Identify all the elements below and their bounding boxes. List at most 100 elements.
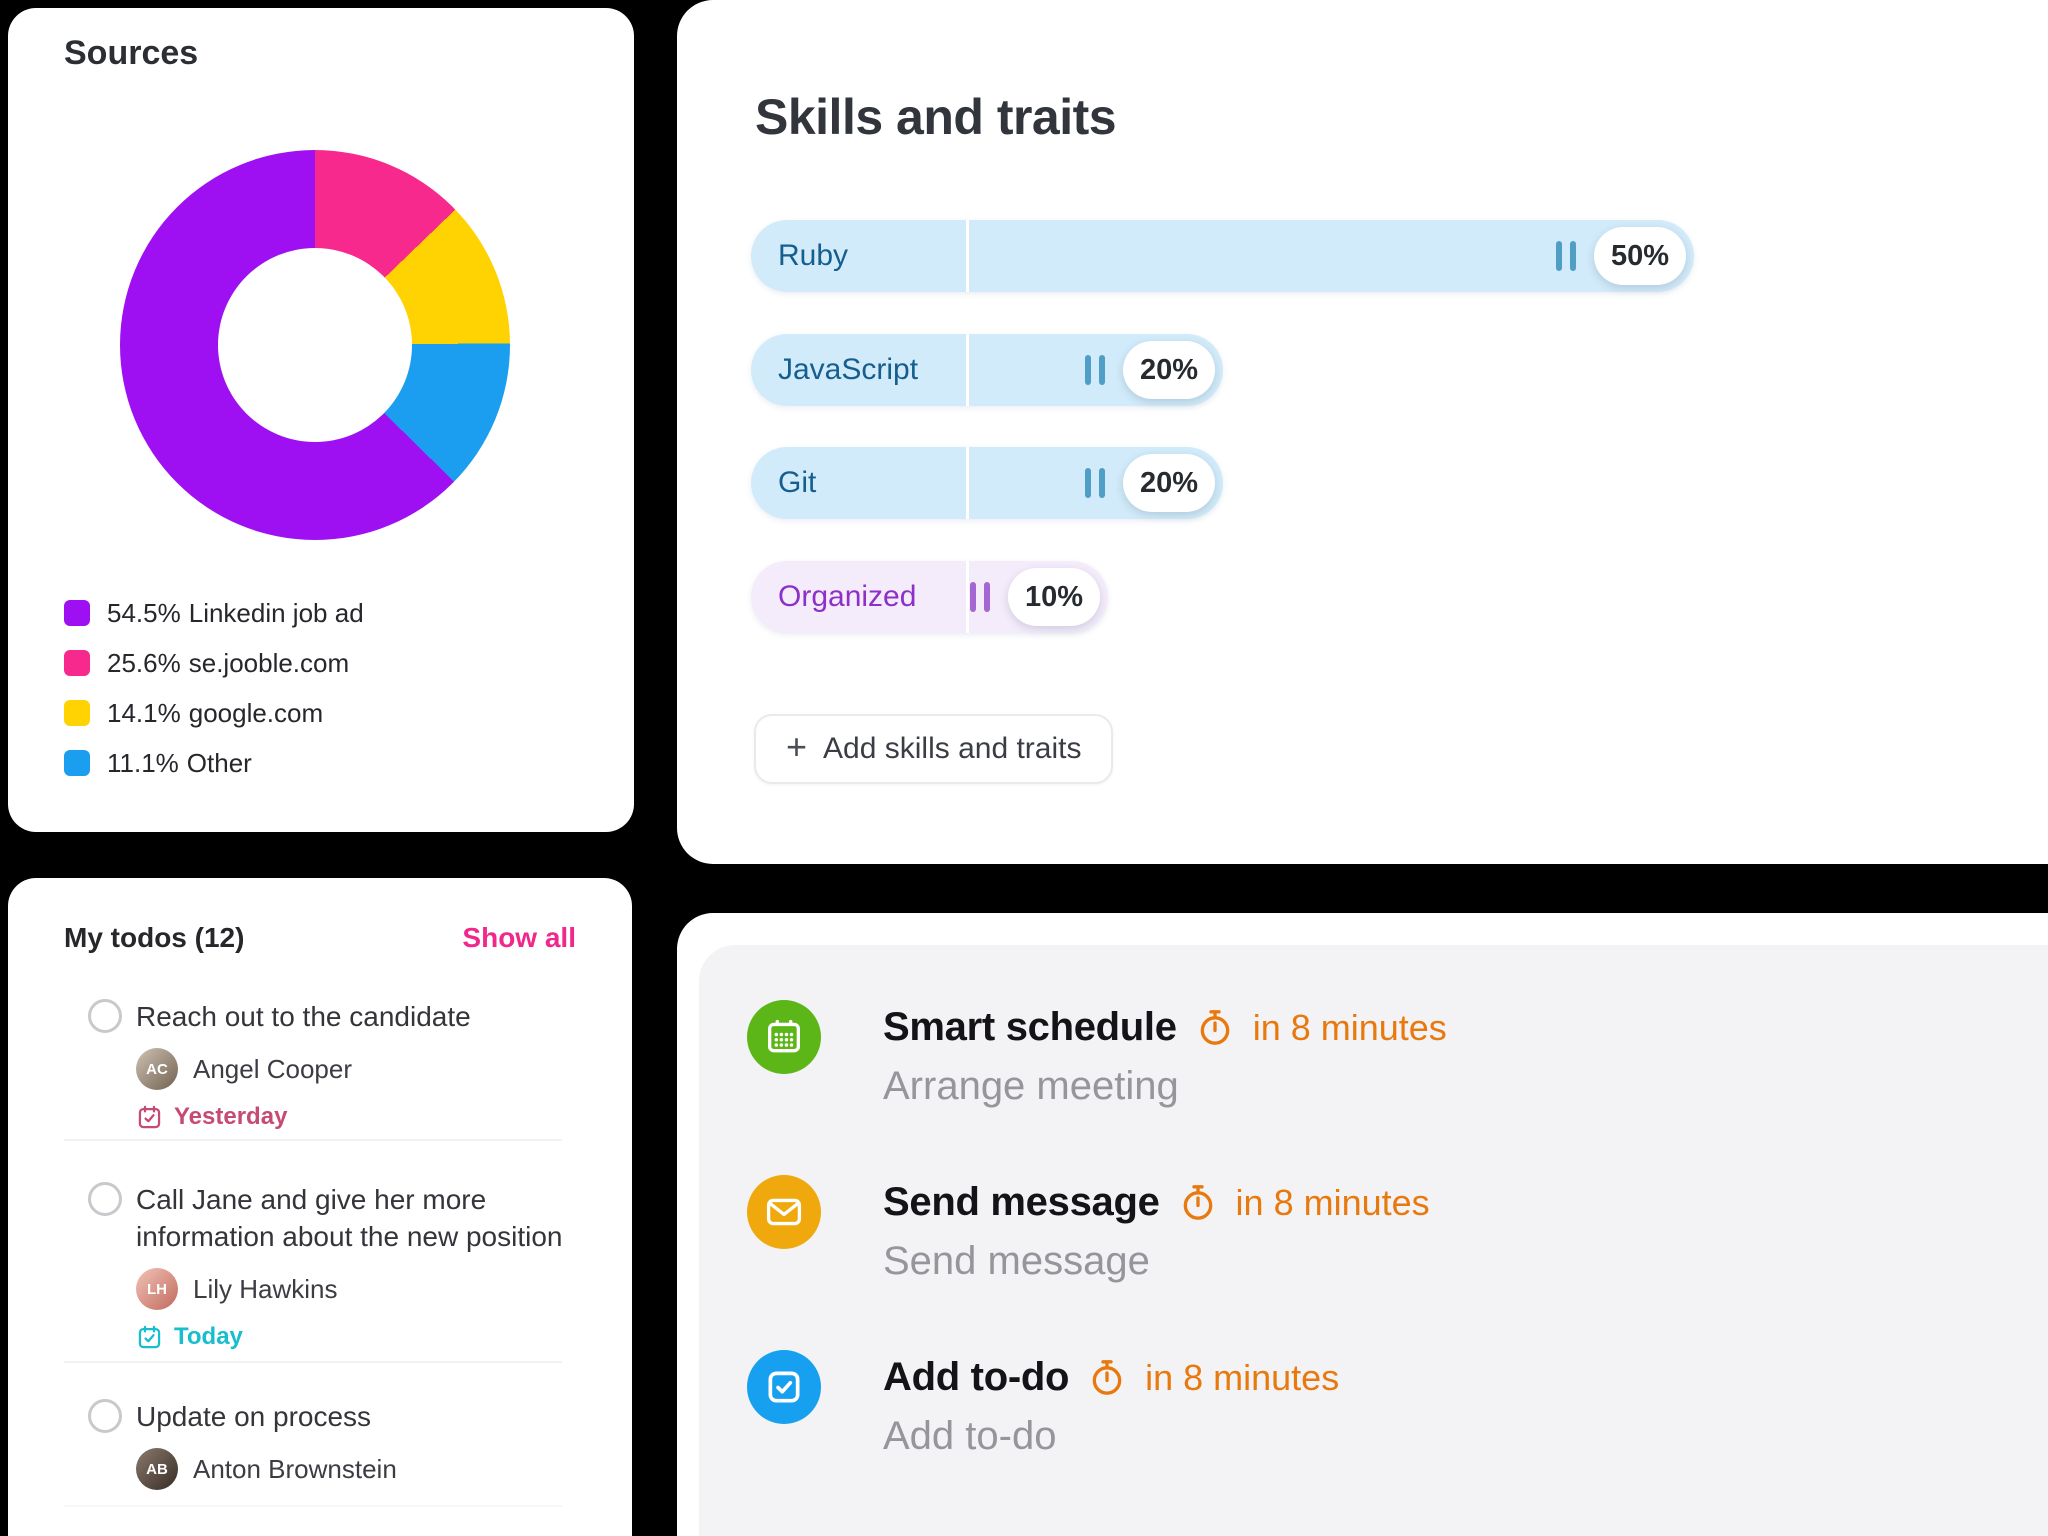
todo-assignee: AC Angel Cooper bbox=[136, 1048, 610, 1090]
skill-row-organized[interactable]: Organized 10% bbox=[751, 561, 1108, 633]
sources-card: Sources 54.5% Linkedin job ad 25.6% se.joo… bbox=[8, 8, 634, 832]
divider bbox=[64, 1139, 562, 1141]
drag-handle-icon[interactable] bbox=[1085, 355, 1105, 385]
todo-checkbox[interactable] bbox=[88, 1399, 122, 1433]
notification-time: in 8 minutes bbox=[1145, 1356, 1340, 1398]
notification-subtitle: Arrange meeting bbox=[883, 1064, 1179, 1108]
avatar: AC bbox=[136, 1048, 178, 1090]
notification-send-message[interactable]: Send message in 8 minutes Send message bbox=[747, 1175, 1430, 1284]
donut-hole bbox=[218, 248, 412, 442]
legend-label: google.com bbox=[188, 697, 324, 728]
skill-divider bbox=[966, 334, 969, 406]
legend-item-other: 11.1% Other bbox=[64, 747, 364, 778]
person-name: Lily Hawkins bbox=[193, 1273, 338, 1304]
legend-pct: 11.1% bbox=[107, 747, 179, 778]
divider bbox=[64, 1361, 562, 1363]
skill-row-git[interactable]: Git 20% bbox=[751, 447, 1223, 519]
drag-handle-icon[interactable] bbox=[970, 582, 990, 612]
todo-checkbox[interactable] bbox=[88, 1182, 122, 1216]
skill-divider bbox=[966, 561, 969, 633]
checkbox-icon bbox=[747, 1350, 821, 1424]
person-name: Angel Cooper bbox=[193, 1053, 352, 1084]
skill-row-ruby[interactable]: Ruby 50% bbox=[751, 220, 1694, 292]
drag-handle-icon[interactable] bbox=[1556, 241, 1576, 271]
skill-percent-badge: 20% bbox=[1122, 341, 1215, 399]
todos-title: My todos (12) bbox=[64, 922, 245, 953]
skills-card-title: Skills and traits bbox=[755, 89, 1117, 145]
skill-divider bbox=[966, 220, 969, 292]
skill-label: Organized bbox=[778, 580, 917, 613]
calendar-check-icon bbox=[138, 1105, 161, 1128]
legend-swatch-blue bbox=[64, 750, 90, 776]
calendar-icon bbox=[747, 1000, 821, 1074]
legend-pct: 14.1% bbox=[107, 697, 181, 728]
notification-time: in 8 minutes bbox=[1252, 1006, 1447, 1048]
todo-text: Call Jane and give her more information … bbox=[136, 1184, 563, 1252]
skill-label: Git bbox=[778, 466, 817, 499]
skill-bar: 10% bbox=[966, 561, 1108, 633]
todos-card: My todos (12) Show all Reach out to the … bbox=[8, 878, 632, 1536]
calendar-check-icon bbox=[138, 1325, 161, 1348]
skill-percent-badge: 50% bbox=[1593, 227, 1686, 285]
skill-percent-badge: 20% bbox=[1122, 454, 1215, 512]
skill-label: JavaScript bbox=[778, 353, 919, 386]
avatar: AB bbox=[136, 1448, 178, 1490]
legend-swatch-yellow bbox=[64, 700, 90, 726]
notification-subtitle: Send message bbox=[883, 1239, 1150, 1283]
todo-assignee: LH Lily Hawkins bbox=[136, 1268, 610, 1310]
stopwatch-icon bbox=[1200, 1009, 1230, 1045]
notification-title: Add to-do bbox=[883, 1355, 1070, 1399]
legend-label: se.jooble.com bbox=[188, 647, 350, 678]
todo-item-reach-out[interactable]: Reach out to the candidate AC Angel Coop… bbox=[88, 998, 610, 1131]
skill-bar: 20% bbox=[966, 334, 1223, 406]
due-label: Today bbox=[174, 1323, 243, 1350]
legend-pct: 25.6% bbox=[107, 647, 181, 678]
legend-item-google: 14.1% google.com bbox=[64, 697, 364, 728]
legend-item-linkedin: 54.5% Linkedin job ad bbox=[64, 597, 364, 628]
add-skills-button-label: Add skills and traits bbox=[823, 732, 1082, 765]
todo-text: Update on process bbox=[136, 1401, 372, 1432]
notifications-panel-inner: Smart schedule in 8 minutes Arrange meet… bbox=[699, 945, 2048, 1536]
notification-title: Smart schedule bbox=[883, 1005, 1177, 1049]
notification-subtitle: Add to-do bbox=[883, 1414, 1057, 1458]
person-name: Anton Brownstein bbox=[193, 1453, 397, 1484]
skill-divider bbox=[966, 447, 969, 519]
notifications-panel: Smart schedule in 8 minutes Arrange meet… bbox=[677, 913, 2048, 1536]
sources-legend: 54.5% Linkedin job ad 25.6% se.jooble.com … bbox=[64, 597, 364, 800]
skill-percent-badge: 10% bbox=[1007, 568, 1100, 626]
todos-header: My todos (12) Show all bbox=[64, 922, 576, 954]
sources-donut-chart bbox=[120, 150, 510, 540]
notification-smart-schedule[interactable]: Smart schedule in 8 minutes Arrange meet… bbox=[747, 1000, 1447, 1109]
notification-title: Send message bbox=[883, 1180, 1160, 1224]
legend-pct: 54.5% bbox=[107, 597, 181, 628]
skill-bar: 20% bbox=[966, 447, 1223, 519]
stopwatch-icon bbox=[1092, 1359, 1122, 1395]
notification-add-todo[interactable]: Add to-do in 8 minutes Add to-do bbox=[747, 1350, 1339, 1459]
legend-item-jooble: 25.6% se.jooble.com bbox=[64, 647, 364, 678]
todo-item-update-process[interactable]: Update on process AB Anton Brownstein bbox=[88, 1398, 610, 1490]
add-skills-button[interactable]: + Add skills and traits bbox=[754, 714, 1114, 784]
todo-due-date: Today bbox=[136, 1323, 610, 1351]
todo-due-date: Yesterday bbox=[136, 1103, 610, 1131]
todo-item-call-jane[interactable]: Call Jane and give her more information … bbox=[88, 1181, 610, 1351]
show-all-link[interactable]: Show all bbox=[462, 922, 576, 953]
legend-label: Linkedin job ad bbox=[188, 597, 364, 628]
avatar: LH bbox=[136, 1268, 178, 1310]
skills-card: Skills and traits Ruby 50% JavaScript 20… bbox=[677, 0, 2048, 864]
sources-card-title: Sources bbox=[64, 34, 199, 72]
todo-checkbox[interactable] bbox=[88, 999, 122, 1033]
drag-handle-icon[interactable] bbox=[1085, 468, 1105, 498]
legend-swatch-pink bbox=[64, 650, 90, 676]
legend-label: Other bbox=[186, 747, 252, 778]
stopwatch-icon bbox=[1183, 1184, 1212, 1220]
divider bbox=[64, 1505, 562, 1507]
skill-bar: 50% bbox=[966, 220, 1694, 292]
due-label: Yesterday bbox=[174, 1103, 288, 1130]
legend-swatch-purple bbox=[64, 600, 90, 626]
notification-time: in 8 minutes bbox=[1235, 1181, 1430, 1223]
skill-row-javascript[interactable]: JavaScript 20% bbox=[751, 334, 1223, 406]
mail-icon bbox=[747, 1175, 821, 1249]
todo-text: Reach out to the candidate bbox=[136, 1001, 471, 1032]
skill-label: Ruby bbox=[778, 239, 849, 272]
todo-assignee: AB Anton Brownstein bbox=[136, 1448, 610, 1490]
